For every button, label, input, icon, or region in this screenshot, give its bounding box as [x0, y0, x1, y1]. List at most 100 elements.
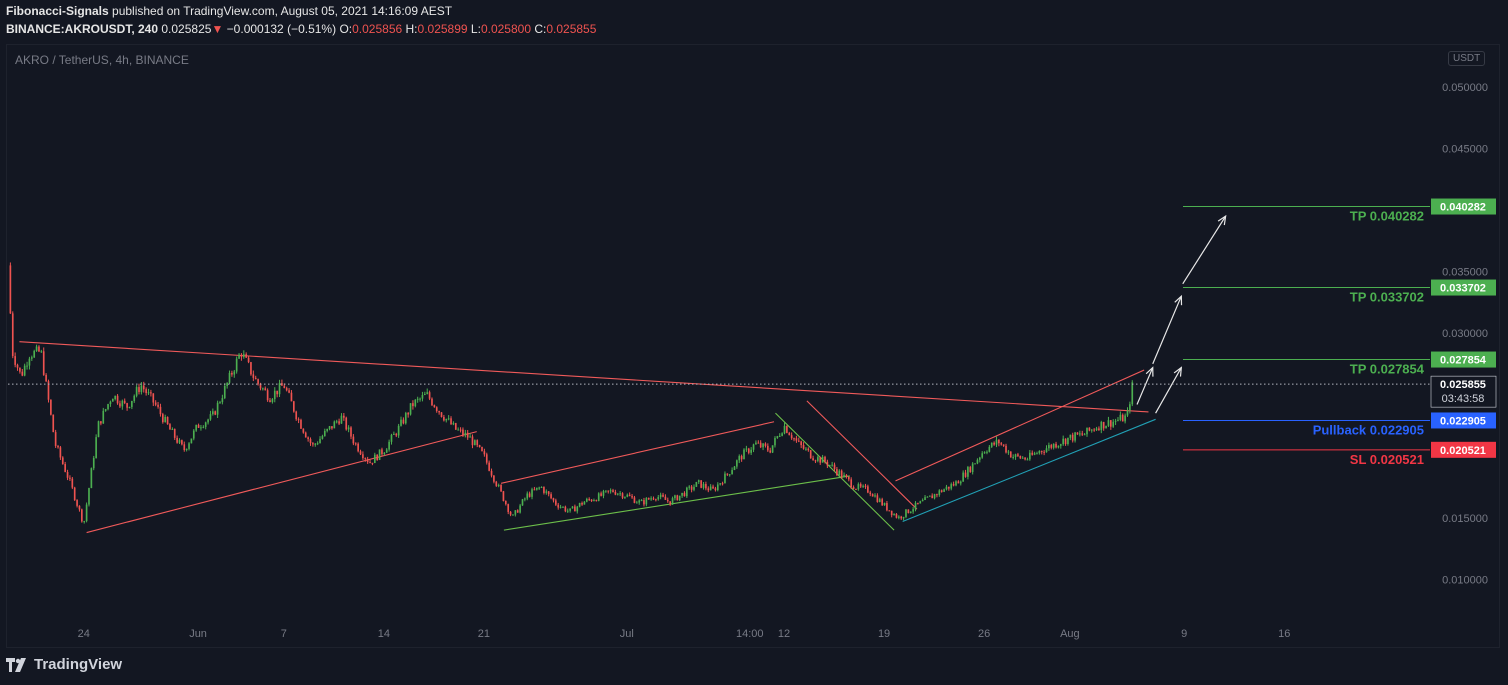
candle-body — [676, 495, 679, 501]
candle-body — [416, 398, 419, 400]
candle-body — [666, 499, 669, 502]
candle-body — [59, 447, 62, 458]
candle-body — [824, 456, 826, 462]
candle-body — [797, 440, 800, 442]
published-text: published on TradingView.com, August 05,… — [108, 4, 453, 18]
candle-body — [300, 419, 302, 429]
candle-body — [874, 495, 876, 497]
candle-body — [1059, 444, 1062, 446]
price-level-badge-text: 0.027854 — [1440, 355, 1487, 367]
low-value: 0.025800 — [480, 22, 531, 36]
candle-body — [16, 364, 19, 368]
candle-body — [581, 502, 583, 505]
candle-body — [757, 442, 760, 444]
candle-body — [459, 429, 462, 431]
x-axis[interactable]: 24 Jun 7 14 21 Jul 14:00 12 19 26 Aug 9 16 — [78, 628, 1291, 640]
candle-body — [628, 494, 631, 497]
candle-body — [497, 485, 500, 487]
tradingview-footer[interactable]: TradingView — [6, 656, 122, 673]
candle-body — [266, 390, 269, 401]
candle-body — [543, 487, 545, 493]
arrows-layer — [1136, 214, 1227, 414]
trendline — [902, 418, 1156, 523]
candle-body — [276, 390, 278, 395]
candle-body — [550, 494, 552, 499]
candle-body — [1100, 421, 1103, 431]
candle-body — [826, 461, 829, 466]
candle-body — [983, 452, 986, 454]
candle-body — [81, 509, 83, 522]
candle-body — [576, 506, 579, 512]
candle-body — [54, 432, 57, 446]
candle-body — [14, 356, 16, 365]
close-label: C: — [534, 22, 547, 36]
candle-body — [142, 385, 145, 390]
candle-body — [583, 501, 586, 505]
price-level-label: TP 0.033702 — [1350, 290, 1424, 305]
candle-body — [135, 387, 138, 396]
candle-body — [702, 483, 705, 488]
candle-body — [273, 390, 276, 400]
candle-body — [743, 449, 745, 460]
candle-body — [335, 421, 338, 423]
candle-body — [26, 365, 28, 367]
candle-body — [621, 493, 624, 498]
candle-body — [1117, 419, 1119, 421]
candle-body — [793, 438, 795, 440]
candle-body — [840, 470, 843, 478]
candle-body — [902, 516, 905, 519]
candle-body — [66, 471, 69, 478]
candle-body — [745, 448, 748, 450]
candle-body — [221, 398, 224, 403]
candle-body — [1083, 434, 1086, 436]
candle-body — [857, 484, 860, 490]
candle-body — [183, 444, 186, 450]
candle-body — [931, 495, 934, 499]
candle-body — [331, 426, 333, 429]
candle-body — [895, 513, 898, 518]
candle-body — [326, 428, 329, 431]
candle-body — [45, 374, 47, 382]
y-tick-label: 0.050000 — [1442, 82, 1488, 94]
chart-frame[interactable] — [6, 44, 1500, 648]
candle-body — [638, 500, 641, 503]
candle-body — [805, 448, 807, 450]
candle-body — [197, 424, 200, 428]
candle-body — [1012, 457, 1014, 459]
currency-badge[interactable]: USDT — [1448, 51, 1486, 66]
candle-body — [30, 357, 33, 359]
candle-body — [50, 399, 52, 415]
y-axis[interactable]: 0.050000 0.045000 0.035000 0.030000 0.015000… — [1442, 82, 1488, 587]
candle-body — [409, 403, 412, 415]
trendline — [895, 369, 1145, 482]
candle-body — [819, 457, 822, 463]
candle-body — [1002, 444, 1005, 446]
candle-body — [1093, 429, 1095, 431]
candle-body — [995, 439, 998, 445]
candle-body — [781, 433, 783, 436]
y-tick-label: 0.035000 — [1442, 267, 1488, 279]
candle-body — [1007, 451, 1010, 453]
candle-body — [209, 414, 212, 420]
candle-body — [245, 354, 248, 358]
forecast-arrowhead-icon — [1217, 214, 1227, 226]
candle-body — [290, 392, 293, 402]
candle-body — [817, 457, 819, 461]
candle-body — [440, 412, 443, 417]
candle-body — [469, 436, 471, 438]
candle-body — [47, 381, 50, 400]
forecast-arrow-line — [1182, 215, 1227, 285]
candle-body — [912, 509, 914, 512]
candle-body — [1045, 448, 1048, 453]
candle-body — [466, 432, 469, 438]
candle-body — [917, 502, 919, 504]
candle-body — [993, 442, 995, 445]
candle-body — [936, 494, 938, 496]
candle-body — [545, 491, 548, 493]
y-tick-label: 0.010000 — [1442, 574, 1488, 586]
candle-body — [107, 404, 109, 410]
candle-body — [766, 445, 769, 451]
candle-body — [507, 504, 510, 512]
candle-body — [188, 443, 190, 449]
